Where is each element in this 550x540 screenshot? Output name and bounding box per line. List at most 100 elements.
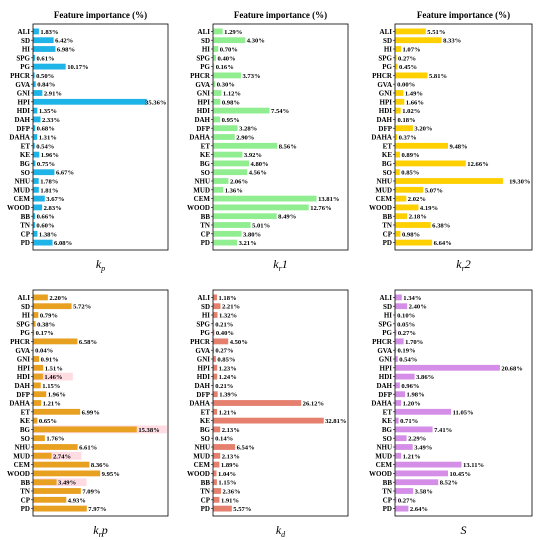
value-label: 19.30%	[509, 179, 530, 186]
category-label: PHCR	[190, 338, 211, 346]
x-axis-label-subscript: r	[279, 264, 283, 273]
bar	[33, 125, 36, 132]
bar	[213, 160, 249, 167]
value-label: 1.21%	[403, 453, 421, 460]
value-label: 1.24%	[219, 374, 237, 381]
value-label: 1.91%	[221, 497, 239, 504]
value-label: 1.66%	[406, 99, 424, 106]
bar	[33, 222, 35, 228]
value-label: 1.31%	[39, 135, 57, 142]
bar	[213, 169, 248, 176]
category-label: PG	[382, 329, 392, 337]
value-label: 4.19%	[420, 205, 438, 212]
category-label: DAHA	[9, 134, 30, 142]
value-label: 3.86%	[416, 374, 434, 381]
category-label: DAH	[14, 382, 30, 390]
value-label: 1.89%	[221, 462, 239, 469]
value-label: 6.64%	[434, 240, 452, 247]
category-label: ALI	[380, 294, 393, 302]
category-label: HI	[202, 312, 210, 320]
value-label: 4.93%	[68, 497, 86, 504]
bar	[395, 169, 400, 176]
value-label: 4.56%	[249, 170, 267, 177]
value-label: 0.21%	[215, 321, 233, 328]
bar	[395, 373, 415, 380]
category-label: DAH	[14, 116, 30, 124]
bar	[213, 134, 235, 140]
category-label: BG	[200, 426, 211, 434]
bar	[33, 116, 41, 123]
bar	[33, 37, 54, 44]
bar	[213, 338, 229, 345]
bar	[213, 461, 220, 468]
bar	[395, 222, 431, 228]
bar	[213, 479, 217, 486]
value-label: 8.52%	[440, 480, 458, 487]
value-label: 9.48%	[450, 143, 468, 150]
category-label: GVA	[377, 81, 392, 89]
bar	[33, 426, 137, 433]
value-label: 0.50%	[36, 73, 54, 80]
value-label: 6.08%	[54, 240, 72, 247]
category-label: GNI	[197, 90, 211, 98]
category-label: CP	[383, 496, 393, 504]
bar	[395, 408, 452, 415]
category-label: MUD	[193, 452, 210, 460]
bar	[213, 54, 216, 61]
bar	[395, 382, 400, 389]
bar	[33, 28, 39, 35]
value-label: 0.10%	[397, 313, 415, 320]
value-label: 2.13%	[222, 453, 240, 460]
x-axis-label: krp	[93, 523, 107, 539]
value-label: 11.05%	[453, 409, 474, 416]
bar	[33, 312, 39, 318]
category-label: ALI	[380, 28, 393, 36]
bar	[213, 72, 241, 79]
value-label: 1.38%	[39, 231, 57, 238]
value-label: 0.60%	[36, 223, 54, 230]
bar	[395, 488, 414, 494]
bar	[213, 178, 229, 184]
category-label: ET	[383, 142, 393, 150]
value-label: 7.09%	[82, 489, 100, 496]
value-label: 0.27%	[215, 348, 233, 355]
value-label: 13.11%	[463, 462, 484, 469]
category-label: CEM	[194, 461, 211, 469]
value-label: 2.20%	[49, 295, 67, 302]
value-label: 1.15%	[218, 480, 236, 487]
category-label: WOOD	[7, 204, 30, 212]
category-label: SD	[201, 303, 210, 311]
value-label: 2.83%	[44, 205, 62, 212]
bar	[33, 435, 45, 442]
x-axis-label-subscript: r	[462, 264, 466, 273]
bar	[395, 63, 398, 70]
bar	[213, 116, 221, 123]
chart-panel-1: Feature importance (%) ALI 1.83% SD 6.42% HI 6…	[7, 10, 169, 273]
value-label: 5.81%	[429, 73, 447, 80]
category-label: SPG	[378, 320, 392, 328]
x-axis-label-main: S	[461, 523, 467, 537]
bar	[213, 46, 219, 52]
bar	[395, 329, 397, 336]
category-label: CEM	[376, 461, 393, 469]
bar	[33, 81, 36, 88]
category-label: HI	[202, 46, 210, 54]
highlight-band	[33, 451, 82, 460]
bar	[395, 239, 433, 246]
category-label: KE	[200, 151, 210, 159]
bar	[395, 37, 442, 44]
category-label: CEM	[14, 461, 31, 469]
bar	[33, 204, 43, 211]
category-label: NHU	[14, 178, 30, 186]
value-label: 1.21%	[43, 401, 61, 408]
category-label: WOOD	[187, 470, 210, 478]
bar	[395, 444, 413, 450]
bar	[395, 142, 449, 149]
value-label: 0.79%	[40, 313, 58, 320]
value-label: 1.29%	[224, 29, 242, 36]
category-label: TN	[200, 488, 210, 496]
value-label: 6.54%	[237, 445, 255, 452]
bar	[33, 169, 55, 176]
category-label: NHU	[14, 444, 30, 452]
value-label: 0.04%	[35, 348, 53, 355]
